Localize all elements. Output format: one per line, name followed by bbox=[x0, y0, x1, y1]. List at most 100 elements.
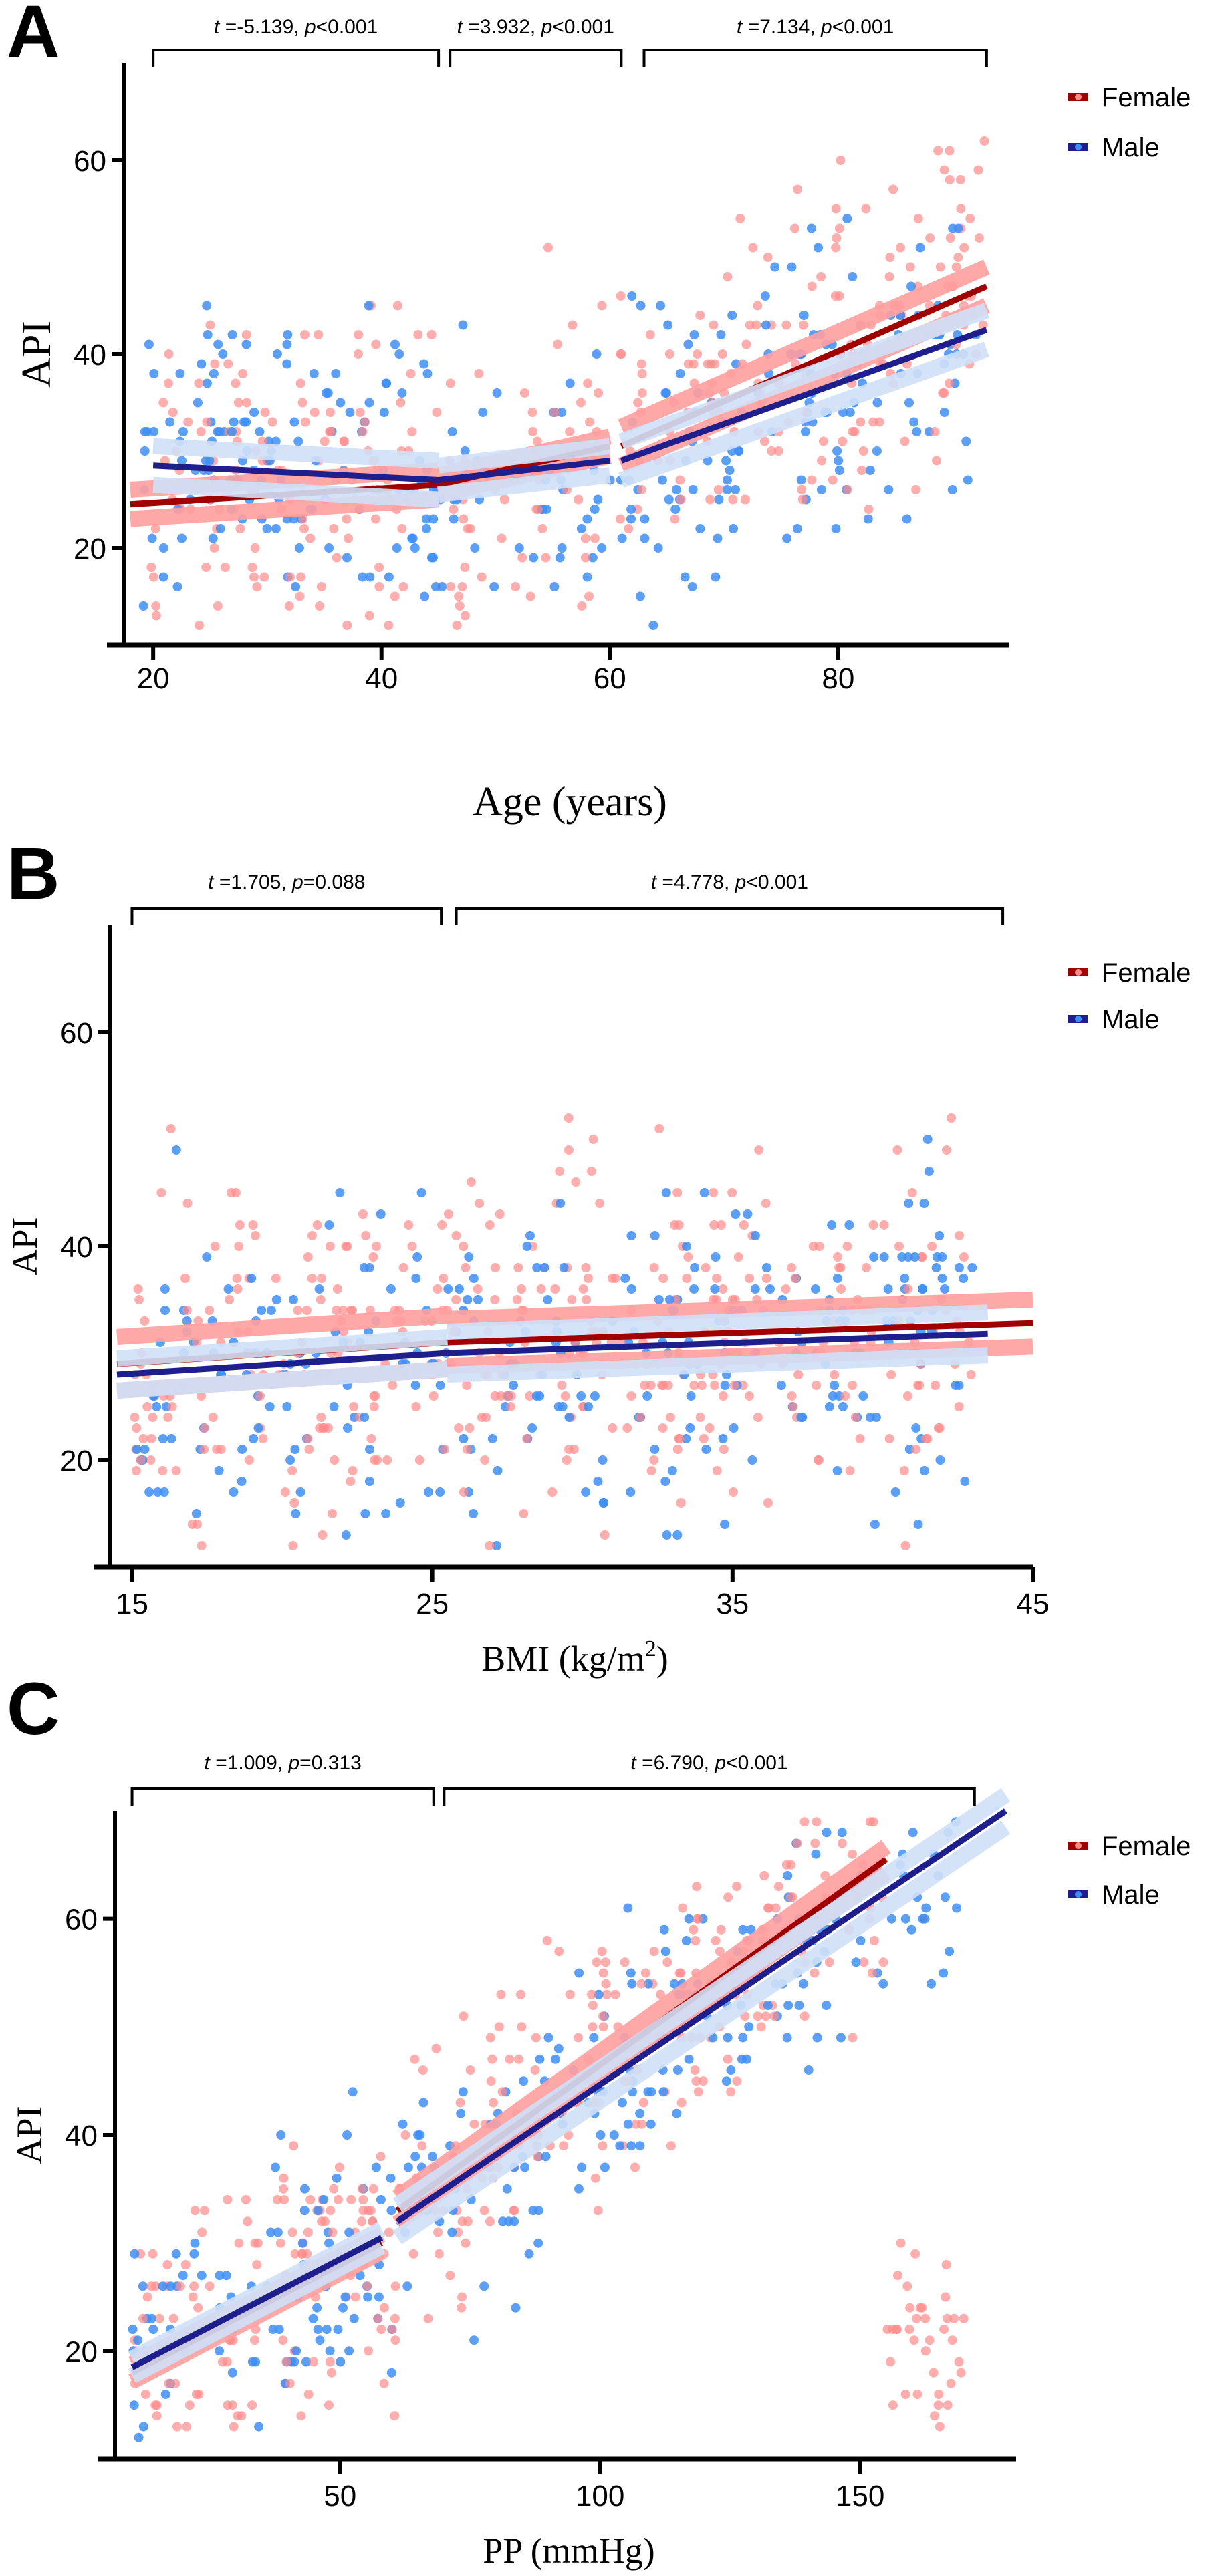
male-point bbox=[487, 1434, 497, 1443]
female-point bbox=[709, 1188, 719, 1197]
male-point bbox=[858, 1391, 868, 1401]
male-point bbox=[272, 349, 282, 359]
male-point bbox=[175, 369, 185, 378]
female-point bbox=[771, 1903, 781, 1913]
male-point bbox=[293, 436, 303, 446]
female-point bbox=[807, 475, 817, 485]
female-point bbox=[489, 2098, 498, 2108]
male-point bbox=[443, 1284, 453, 1294]
male-ci-band-upper bbox=[437, 438, 611, 474]
male-point bbox=[680, 572, 690, 582]
male-point bbox=[324, 2238, 334, 2248]
female-point bbox=[712, 1274, 721, 1283]
male-point bbox=[478, 408, 488, 417]
significance-bracket bbox=[130, 1787, 435, 1806]
male-point bbox=[420, 591, 430, 601]
female-point bbox=[718, 1391, 728, 1401]
female-point bbox=[624, 524, 634, 533]
female-point bbox=[637, 369, 647, 378]
female-point bbox=[693, 349, 703, 359]
male-point bbox=[290, 1445, 300, 1454]
female-point bbox=[848, 2033, 858, 2043]
female-point bbox=[250, 2335, 259, 2345]
male-point bbox=[386, 2173, 396, 2183]
female-point bbox=[396, 398, 406, 408]
male-point bbox=[590, 505, 600, 514]
male-point bbox=[191, 1509, 201, 1518]
male-point bbox=[909, 417, 919, 427]
male-point bbox=[626, 1487, 636, 1497]
female-point bbox=[676, 494, 686, 505]
female-point bbox=[900, 1541, 910, 1550]
male-point bbox=[897, 1252, 907, 1262]
female-point bbox=[325, 408, 335, 417]
female-point bbox=[584, 591, 594, 601]
female-point bbox=[847, 1849, 857, 1859]
female-point bbox=[509, 2206, 519, 2216]
male-point bbox=[519, 2076, 529, 2086]
male-point bbox=[229, 417, 239, 427]
female-point bbox=[939, 388, 949, 398]
female-point bbox=[293, 1306, 303, 1315]
female-point bbox=[317, 1274, 327, 1283]
male-point bbox=[435, 1487, 445, 1497]
male-point bbox=[722, 475, 732, 485]
male-point bbox=[502, 2184, 512, 2194]
female-point bbox=[767, 446, 777, 456]
female-point bbox=[152, 2411, 162, 2421]
male-point bbox=[456, 2108, 466, 2118]
male-point bbox=[626, 505, 636, 514]
female-point bbox=[354, 330, 364, 339]
panel-letter-B: B bbox=[7, 833, 59, 915]
female-point bbox=[581, 1263, 591, 1272]
female-point bbox=[664, 349, 674, 359]
male-point bbox=[927, 1979, 937, 1989]
female-point bbox=[428, 1391, 439, 1401]
female-point bbox=[820, 1871, 830, 1880]
male-point bbox=[253, 1423, 263, 1433]
female-point bbox=[156, 1188, 166, 1197]
male-point bbox=[227, 2368, 237, 2378]
female-point bbox=[593, 2206, 603, 2216]
female-point bbox=[626, 1391, 636, 1401]
female-point bbox=[252, 2260, 262, 2269]
male-point bbox=[376, 1209, 386, 1219]
female-point bbox=[966, 1370, 976, 1379]
female-point bbox=[933, 2400, 943, 2410]
female-point bbox=[616, 291, 626, 301]
female-point bbox=[580, 533, 590, 543]
male-point bbox=[158, 2281, 168, 2291]
female-point bbox=[885, 253, 895, 262]
female-point bbox=[289, 2141, 299, 2151]
female-point bbox=[295, 591, 305, 601]
male-point bbox=[848, 272, 858, 281]
female-point bbox=[840, 1391, 850, 1401]
female-point bbox=[519, 388, 529, 398]
female-point bbox=[710, 1381, 719, 1390]
female-point bbox=[392, 301, 402, 311]
male-point bbox=[556, 1199, 566, 1208]
male-point bbox=[912, 427, 922, 436]
female-point bbox=[812, 1381, 822, 1390]
male-point bbox=[672, 1530, 683, 1540]
male-point bbox=[140, 427, 150, 436]
female-point bbox=[912, 2390, 922, 2399]
male-point bbox=[590, 1391, 600, 1401]
female-point bbox=[358, 1209, 368, 1219]
female-point bbox=[935, 262, 945, 272]
female-point bbox=[225, 1295, 235, 1304]
female-point bbox=[583, 1274, 593, 1283]
female-point bbox=[739, 1220, 749, 1230]
male-point bbox=[577, 2162, 586, 2172]
female-point bbox=[712, 1466, 722, 1475]
male-fit-line bbox=[395, 1808, 1007, 2225]
female-point bbox=[512, 1295, 522, 1304]
x-tick-label: 45 bbox=[1017, 1588, 1050, 1620]
female-point bbox=[374, 582, 384, 591]
female-point bbox=[460, 611, 470, 621]
male-point bbox=[725, 466, 735, 475]
female-point bbox=[485, 1220, 495, 1230]
female-point bbox=[454, 591, 464, 601]
male-point bbox=[394, 349, 404, 359]
male-point bbox=[344, 2227, 354, 2237]
